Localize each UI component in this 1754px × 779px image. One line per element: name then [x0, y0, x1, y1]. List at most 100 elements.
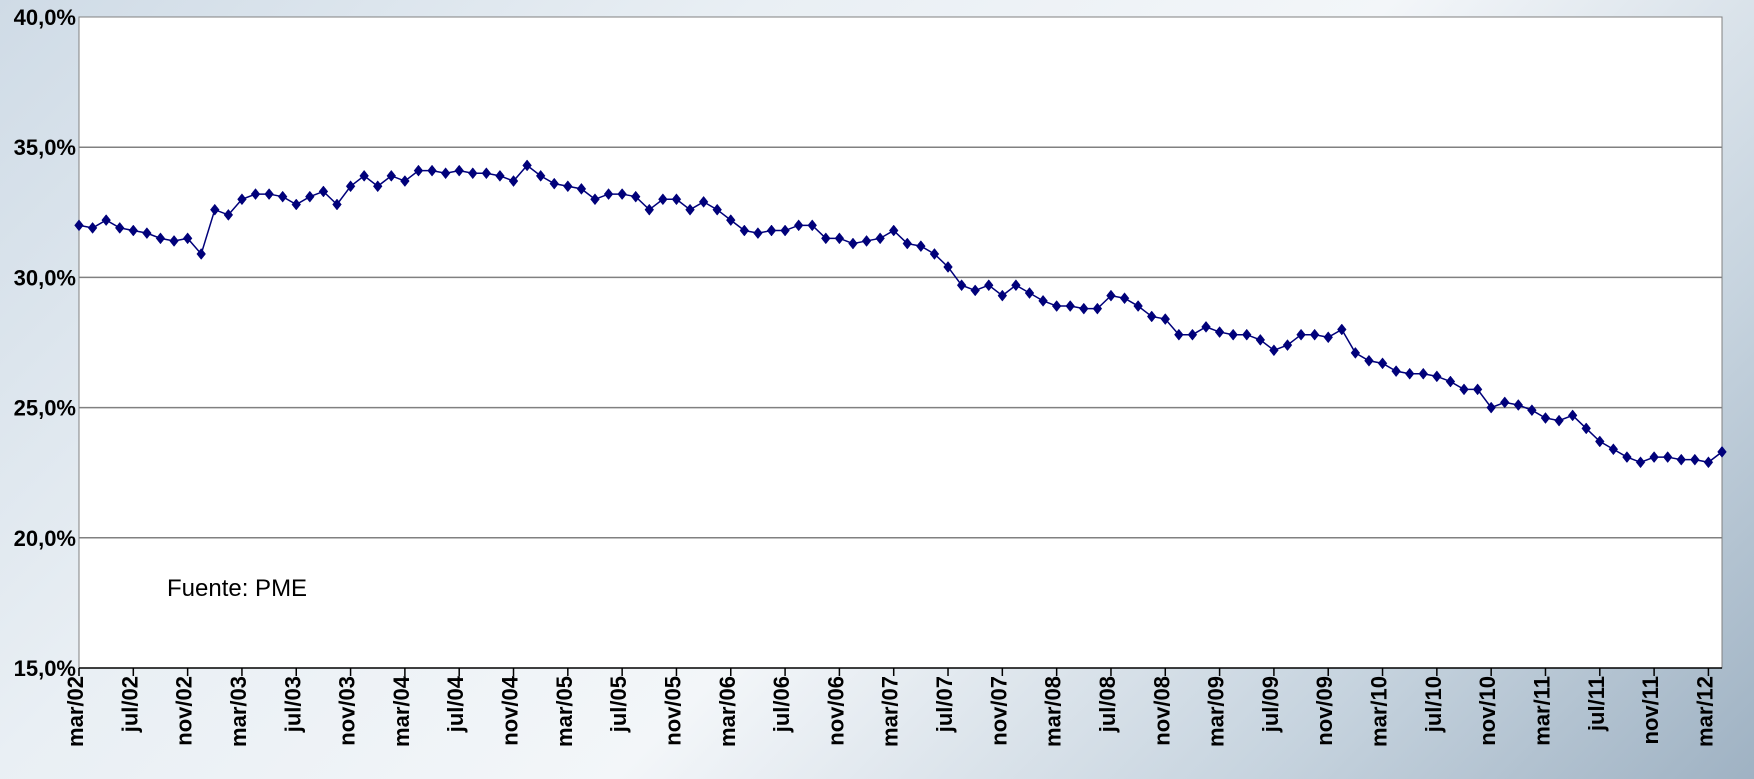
data-point [74, 219, 84, 232]
data-point [210, 203, 220, 216]
data-point [1364, 354, 1374, 367]
data-point [888, 224, 899, 237]
data-point [115, 222, 125, 234]
data-point [780, 224, 790, 237]
data-point [508, 175, 519, 187]
data-point [1662, 451, 1673, 463]
data-point [1214, 326, 1225, 338]
data-point [291, 198, 301, 211]
data-point [902, 237, 913, 250]
data-point [101, 214, 111, 227]
data-point [250, 188, 261, 200]
x-tick-label: jul/10 [1421, 676, 1446, 733]
x-tick-label: nov/05 [660, 676, 685, 746]
x-tick-label: jul/02 [117, 676, 142, 733]
data-point [1269, 344, 1279, 357]
data-point [359, 169, 369, 182]
data-point [793, 219, 804, 232]
x-tick-label: mar/10 [1367, 676, 1392, 747]
data-point [413, 164, 424, 177]
x-tick-label: mar/11 [1529, 676, 1554, 746]
x-tick-label: jul/11 [1584, 676, 1609, 732]
data-point [264, 188, 274, 200]
data-point [549, 177, 559, 190]
data-point [155, 232, 166, 245]
x-tick-label: mar/02 [63, 676, 88, 747]
data-point [1404, 367, 1415, 380]
data-point [1282, 339, 1293, 352]
x-tick-label: nov/03 [335, 676, 360, 746]
data-point [1635, 456, 1646, 469]
data-point [1690, 453, 1700, 466]
data-point [644, 203, 655, 216]
y-axis-ticks: 15,0% 20,0% 25,0% 30,0% 35,0% 40,0% [14, 5, 76, 681]
x-tick-label: nov/02 [172, 676, 197, 746]
y-tick-label: 20,0% [14, 526, 76, 551]
data-point [182, 232, 193, 245]
data-point [1337, 323, 1347, 336]
data-point [1160, 313, 1171, 325]
x-tick-label: nov/07 [986, 676, 1011, 746]
x-tick-label: jul/04 [443, 675, 468, 733]
data-point [223, 209, 234, 221]
y-tick-label: 30,0% [14, 265, 76, 290]
x-tick-label: jul/07 [932, 676, 957, 733]
data-point [821, 232, 831, 245]
x-tick-label: jul/08 [1095, 676, 1120, 733]
data-point [481, 167, 492, 180]
x-tick-label: jul/03 [280, 676, 305, 733]
data-point [739, 224, 750, 237]
x-tick-label: nov/09 [1312, 676, 1337, 746]
data-point [712, 203, 722, 216]
y-tick-label: 25,0% [14, 396, 76, 421]
data-point [1377, 357, 1388, 370]
data-point [1174, 328, 1184, 341]
data-point [373, 180, 383, 193]
data-point [1187, 328, 1198, 341]
data-point [1486, 401, 1496, 414]
x-tick-label: jul/09 [1258, 676, 1283, 733]
x-tick-label: nov/08 [1149, 676, 1174, 746]
data-point [522, 159, 532, 172]
data-point [1432, 370, 1442, 383]
data-point [1554, 414, 1564, 427]
data-point [1595, 435, 1605, 448]
data-point [237, 193, 247, 206]
data-point [1146, 310, 1157, 323]
plot-area [78, 16, 1723, 669]
data-point [1242, 328, 1252, 341]
data-point [603, 188, 614, 200]
x-tick-label: mar/12 [1692, 676, 1717, 747]
data-point [984, 279, 994, 292]
data-point [1445, 375, 1456, 388]
data-point [305, 190, 315, 203]
data-point [87, 222, 98, 234]
x-tick-label: mar/03 [226, 676, 251, 747]
data-point [726, 214, 736, 227]
data-point [1038, 294, 1048, 307]
data-point [563, 180, 573, 193]
data-point [454, 164, 464, 177]
x-axis-ticks: mar/02 jul/02 nov/02 mar/03 jul/03 nov/03 mar/… [63, 675, 1717, 747]
data-point [1323, 331, 1333, 344]
data-point [468, 167, 478, 180]
data-point [495, 169, 505, 182]
data-point [1459, 383, 1469, 396]
x-tick-label: mar/07 [878, 676, 903, 747]
y-tick-label: 15,0% [14, 656, 76, 681]
data-point [753, 227, 763, 240]
data-point [1608, 443, 1619, 456]
data-point [1296, 328, 1306, 341]
data-point [916, 240, 926, 253]
data-point [1119, 292, 1130, 305]
data-point [1106, 289, 1116, 302]
data-point [1581, 422, 1591, 435]
source-note: Fuente: PME [167, 575, 307, 602]
data-point [1567, 409, 1578, 422]
data-point [848, 237, 858, 250]
data-point [1540, 412, 1551, 424]
x-tick-label: jul/05 [606, 676, 631, 733]
y-tick-label: 35,0% [14, 135, 76, 160]
y-tick-label: 40,0% [14, 5, 76, 30]
data-point [1309, 328, 1320, 341]
